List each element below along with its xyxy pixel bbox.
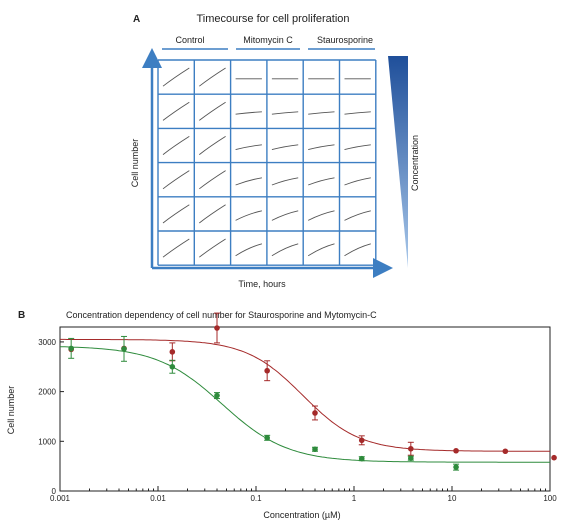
mini-timecourse-curve [235, 243, 263, 257]
data-point-0 [502, 448, 509, 455]
data-point-0 [264, 367, 270, 374]
mini-timecourse-curve [308, 177, 335, 186]
data-point-0 [453, 447, 459, 454]
mini-timecourse-curve [308, 111, 335, 115]
mini-timecourse-curve [271, 144, 299, 151]
mini-timecourse-curve [199, 101, 226, 121]
data-point-0 [312, 410, 318, 416]
mini-timecourse-curve [162, 67, 190, 87]
mini-timecourse-curve [271, 111, 299, 115]
data-point-1 [453, 464, 459, 470]
mini-timecourse-curve [235, 210, 262, 221]
mini-timecourse-curve [344, 177, 371, 186]
x-tick-label: 100 [543, 494, 557, 503]
mini-timecourse-curve [344, 210, 371, 221]
data-point-1 [169, 363, 176, 370]
group-label-control: Control [175, 35, 204, 45]
chart-ylabel: Cell number [6, 386, 16, 435]
x-tick-label: 0.01 [150, 494, 166, 503]
data-point-1 [68, 345, 74, 352]
fit-curve-0 [60, 338, 550, 452]
mini-timecourse-curve [162, 101, 190, 121]
plot-frame [59, 326, 551, 492]
x-tick-label: 0.001 [50, 494, 71, 503]
mini-timecourse-curve [308, 144, 335, 151]
concentration-gradient [388, 56, 408, 268]
x-axis-ticks: 0.001 0.01 0.1 1 10 100 [50, 486, 557, 503]
mini-timecourse-curve [235, 177, 262, 186]
concentration-label: Concentration [410, 135, 420, 191]
mini-timecourse-curve [271, 210, 299, 221]
panel-a-ylabel: Cell number [130, 139, 140, 188]
mini-timecourse-curve [235, 144, 262, 151]
data-point-0 [214, 325, 220, 331]
y-tick-label: 2000 [38, 388, 56, 397]
x-tick-label: 0.1 [250, 494, 262, 503]
mini-timecourse-curve [344, 144, 371, 151]
data-point-0 [169, 349, 176, 355]
data-point-0 [358, 437, 365, 444]
chart-title: Concentration dependency of cell number … [66, 310, 377, 320]
panel-a: A Timecourse for cell proliferation Cont… [130, 13, 420, 289]
mini-timecourse-curve [162, 170, 190, 190]
mini-timecourse-curve [162, 238, 190, 258]
group-label-staurosporine: Staurosporine [317, 35, 373, 45]
data-point-1 [358, 455, 365, 462]
data-points [68, 312, 557, 471]
mini-timecourse-curve [271, 243, 299, 257]
data-point-0 [408, 445, 414, 452]
y-axis-ticks: 0 1000 2000 3000 [38, 338, 64, 496]
data-point-1 [264, 435, 270, 441]
mini-timecourse-curve [307, 243, 335, 257]
x-tick-label: 1 [352, 494, 357, 503]
data-point-1 [312, 446, 318, 453]
y-tick-label: 1000 [38, 437, 56, 446]
mini-timecourse-curve [271, 177, 299, 186]
mini-timecourse-curve [162, 204, 190, 224]
mini-timecourse-curve [199, 67, 226, 87]
mini-timecourse-curve [199, 204, 226, 224]
y-tick-label: 3000 [38, 338, 56, 347]
panel-a-title: Timecourse for cell proliferation [196, 13, 349, 25]
data-point-1 [214, 392, 220, 399]
panel-b-letter: B [18, 310, 25, 321]
mini-timecourse-curve [307, 210, 335, 221]
fit-curve-1 [59, 346, 550, 463]
timecourse-grid [157, 59, 377, 266]
mini-timecourse-curve [199, 238, 226, 258]
panel-a-letter: A [133, 14, 140, 25]
data-point-1 [408, 455, 414, 462]
fit-curves [59, 338, 550, 463]
data-point-1 [121, 346, 127, 352]
mini-timecourse-curve [199, 136, 226, 155]
mini-timecourse-curve [344, 243, 371, 257]
panel-b: B Concentration dependency of cell numbe… [6, 310, 557, 520]
x-tick-label: 10 [448, 494, 457, 503]
y-tick-label: 0 [52, 487, 57, 496]
group-label-mitomycin: Mitomycin C [243, 35, 293, 45]
mini-timecourse-curve [199, 170, 226, 190]
mini-timecourse-curve [344, 111, 371, 115]
panel-a-xlabel: Time, hours [238, 279, 286, 289]
mini-timecourse-curve [162, 136, 190, 155]
mini-timecourse-curve [235, 111, 262, 115]
data-point-0 [551, 454, 557, 461]
chart-xlabel: Concentration (µM) [263, 510, 340, 520]
